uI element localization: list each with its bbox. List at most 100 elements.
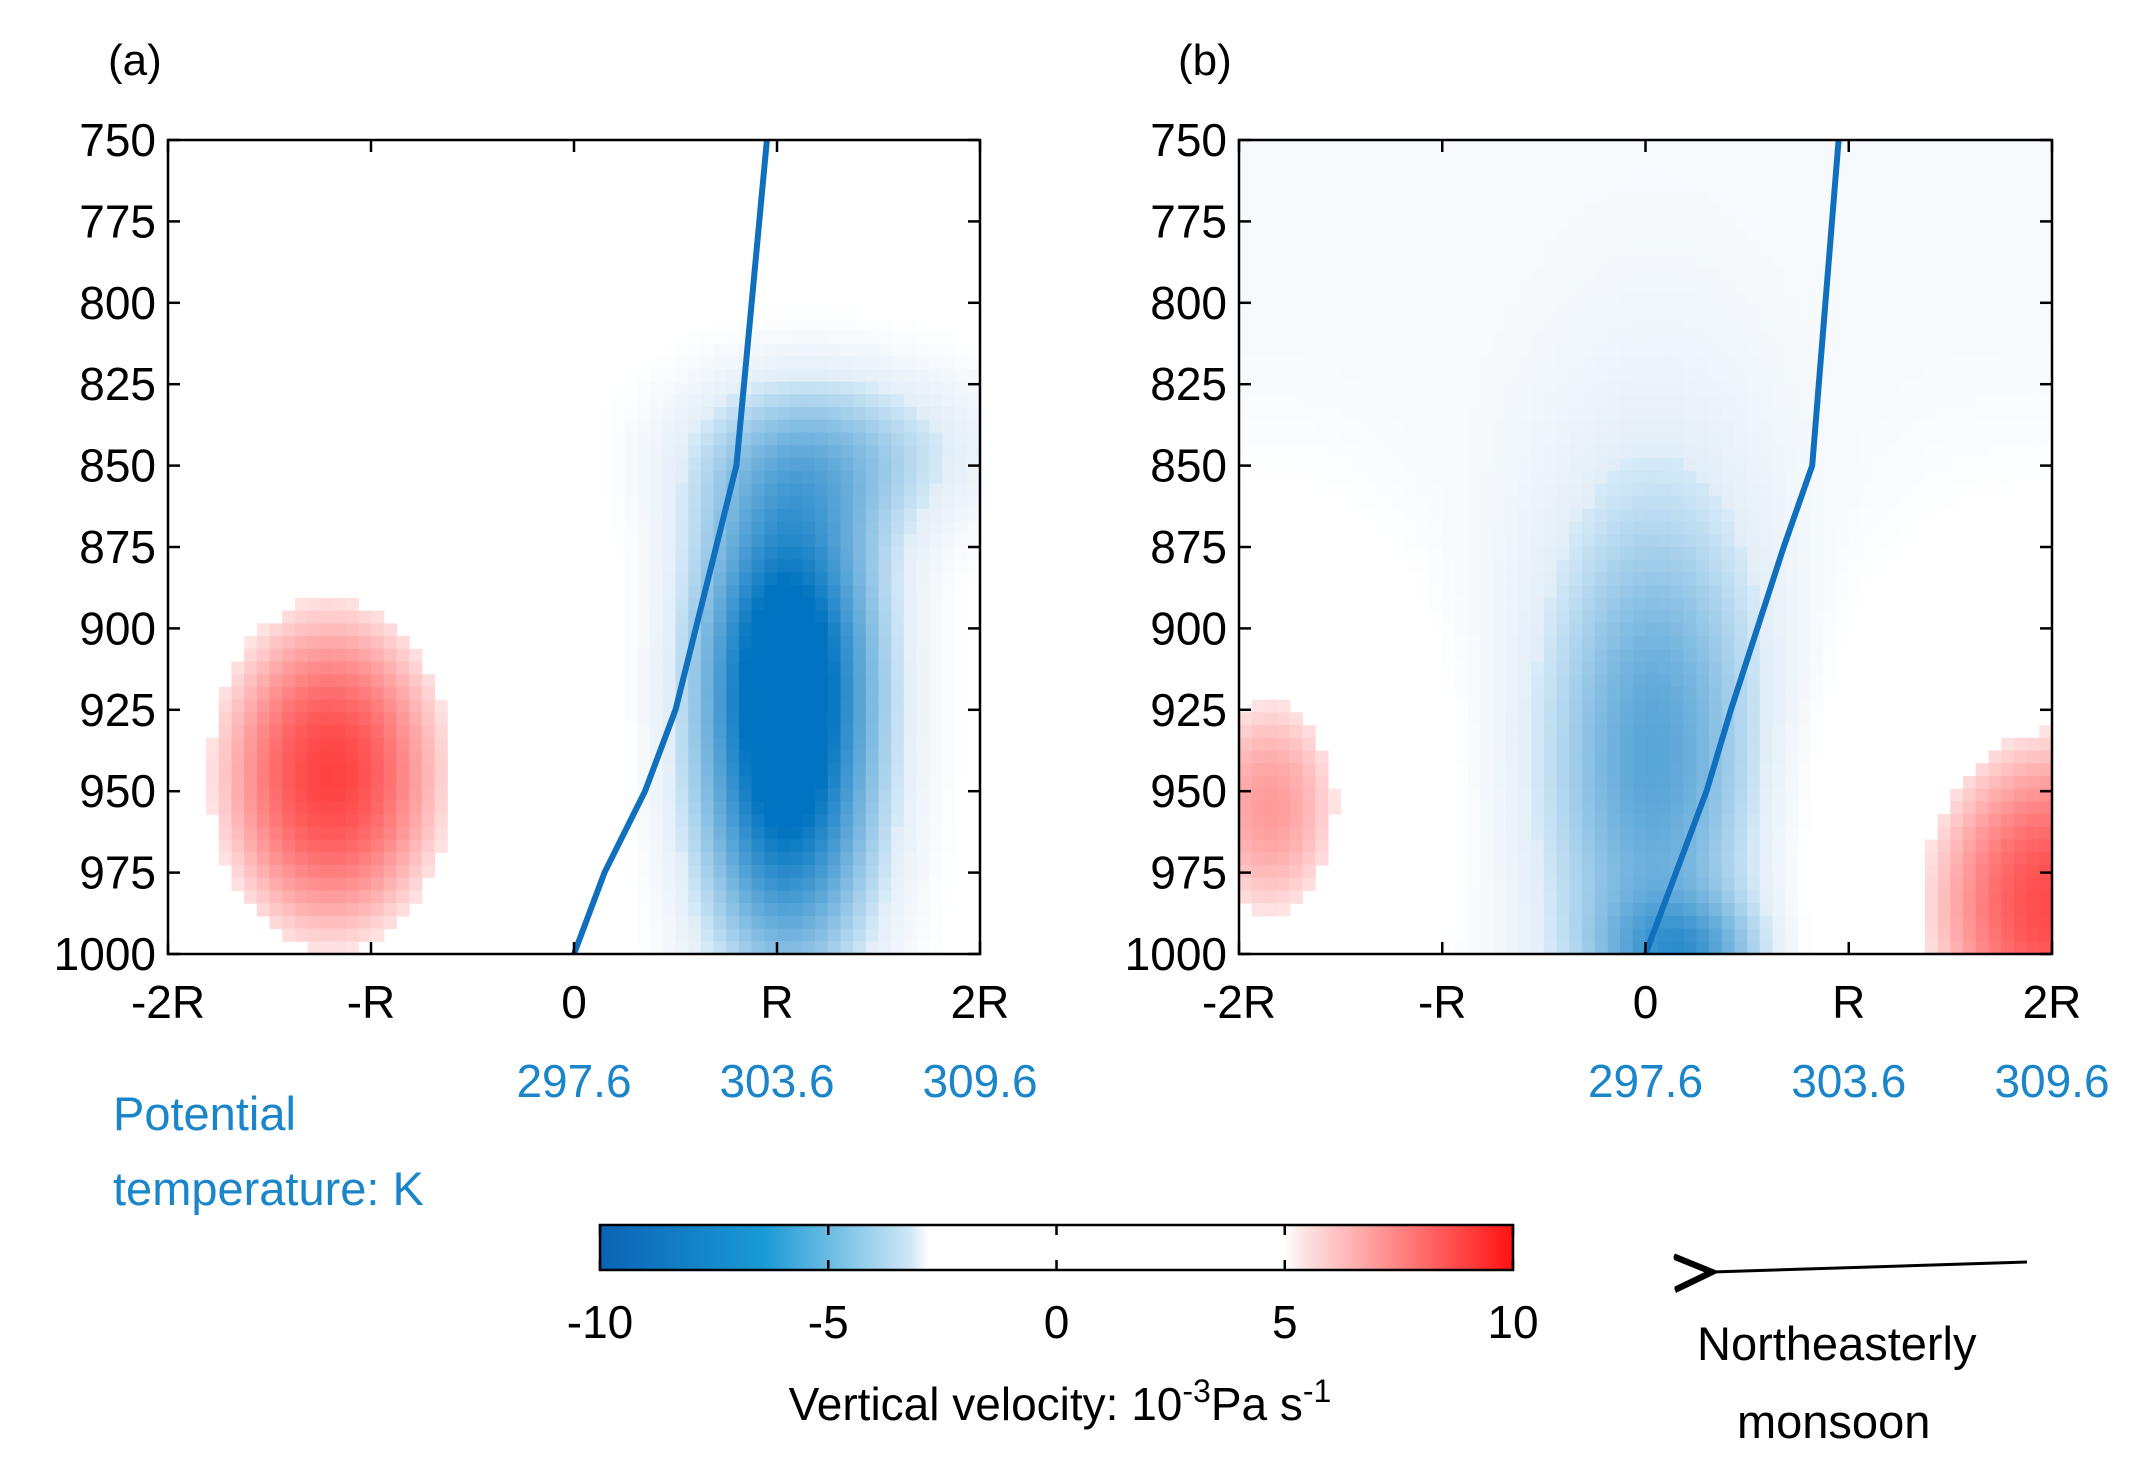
field-cell <box>802 636 816 650</box>
field-cell <box>1442 508 1456 523</box>
field-cell <box>929 686 943 701</box>
field-cell <box>1442 292 1456 306</box>
field-cell <box>1581 305 1596 319</box>
field-cell <box>599 432 613 446</box>
field-cell <box>1683 356 1697 370</box>
field-cell <box>1556 457 1570 472</box>
field-cell <box>1912 292 1926 306</box>
field-cell <box>777 877 791 892</box>
field-cell <box>1810 725 1824 739</box>
field-cell <box>941 457 956 472</box>
field-cell <box>751 686 765 701</box>
field-cell <box>1543 292 1558 306</box>
field-cell <box>1886 165 1901 179</box>
field-cell <box>1391 178 1405 192</box>
field-cell <box>1518 203 1532 217</box>
field-cell <box>789 674 803 688</box>
field-cell <box>1378 457 1393 472</box>
field-cell <box>1721 801 1736 815</box>
field-cell <box>1810 140 1824 154</box>
field-cell <box>1874 419 1888 434</box>
field-cell <box>1785 152 1799 167</box>
field-cell <box>244 699 258 713</box>
field-cell <box>294 814 309 828</box>
field-cell <box>282 839 296 853</box>
field-cell <box>1239 890 1253 904</box>
field-cell <box>1442 152 1456 167</box>
field-cell <box>1861 521 1875 535</box>
field-cell <box>2001 178 2015 192</box>
field-cell <box>688 445 702 459</box>
field-cell <box>2026 292 2040 306</box>
field-cell <box>1683 165 1697 179</box>
field-cell <box>1734 445 1748 459</box>
field-cell <box>1721 229 1736 243</box>
field-cell <box>1480 712 1494 726</box>
field-cell <box>1620 737 1634 752</box>
field-cell <box>1861 381 1875 395</box>
field-cell <box>637 826 651 841</box>
field-cell <box>1480 699 1494 713</box>
field-cell <box>802 674 816 688</box>
field-cell <box>1569 279 1583 294</box>
field-cell <box>1950 381 1964 395</box>
field-cell <box>1505 686 1520 701</box>
field-cell <box>662 559 677 574</box>
field-cell <box>1772 203 1786 217</box>
field-cell <box>700 368 715 383</box>
field-cell <box>941 775 956 790</box>
field-cell <box>294 864 309 879</box>
field-cell <box>1607 864 1621 879</box>
field-cell <box>929 521 943 535</box>
field-cell <box>1785 623 1799 637</box>
field-cell <box>1442 254 1456 268</box>
field-cell <box>1607 839 1621 853</box>
field-cell <box>1861 483 1875 497</box>
field-cell <box>2001 165 2015 179</box>
field-cell <box>1696 712 1710 726</box>
field-cell <box>1531 445 1545 459</box>
field-cell <box>1734 178 1748 192</box>
field-cell <box>941 750 956 764</box>
field-cell <box>1569 763 1583 777</box>
field-cell <box>2013 330 2028 345</box>
field-cell <box>1696 686 1710 701</box>
field-cell <box>1785 597 1799 612</box>
field-cell <box>1874 547 1888 561</box>
field-cell <box>1429 229 1443 243</box>
field-cell <box>662 852 677 866</box>
field-cell <box>1797 445 1812 459</box>
field-cell <box>777 826 791 841</box>
field-cell <box>1264 229 1278 243</box>
field-cell <box>954 775 968 790</box>
field-cell <box>916 547 930 561</box>
field-cell <box>815 610 829 624</box>
field-cell <box>1264 178 1278 192</box>
field-cell <box>1416 190 1431 205</box>
field-cell <box>1696 826 1710 841</box>
field-cell <box>1607 928 1621 942</box>
field-cell <box>1670 216 1685 230</box>
field-cell <box>840 877 854 892</box>
field-cell <box>1543 407 1558 421</box>
field-cell <box>269 915 283 930</box>
field-cell <box>1772 292 1786 306</box>
field-cell <box>1950 203 1964 217</box>
field-cell <box>1823 152 1837 167</box>
field-cell <box>827 445 842 459</box>
field-cell <box>599 445 613 459</box>
field-cell <box>1645 368 1659 383</box>
field-cell <box>1836 419 1850 434</box>
field-cell <box>1569 814 1583 828</box>
field-cell <box>1493 508 1507 523</box>
field-cell <box>637 381 651 395</box>
field-cell <box>1467 190 1481 205</box>
field-cell <box>662 839 677 853</box>
field-cell <box>827 763 842 777</box>
field-cell <box>891 572 905 586</box>
field-cell <box>777 712 791 726</box>
field-cell <box>688 814 702 828</box>
field-cell <box>903 318 918 332</box>
field-cell <box>1480 686 1494 701</box>
field-cell <box>853 381 867 395</box>
